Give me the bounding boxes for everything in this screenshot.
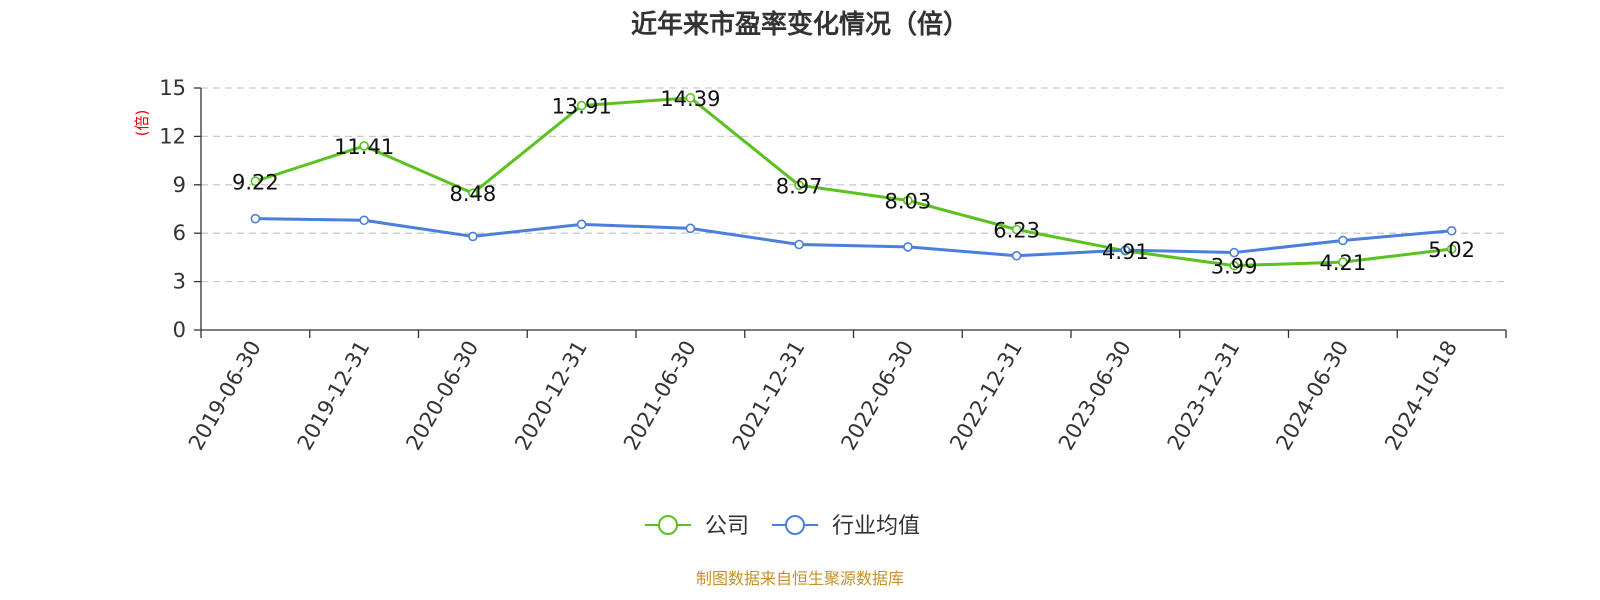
- data-point: [794, 180, 804, 191]
- y-tick-label: 9: [173, 173, 186, 197]
- data-point: [903, 195, 913, 206]
- data-point: [250, 213, 261, 224]
- data-point: [576, 219, 587, 230]
- data-point: [1446, 244, 1457, 254]
- series-line-1: [255, 217, 1452, 258]
- x-tick-label: 2024-06-30: [1271, 337, 1353, 455]
- y-tick-label: 3: [173, 270, 186, 294]
- source-note: 制图数据来自恒生聚源数据库: [696, 569, 904, 588]
- data-point: [1338, 235, 1348, 246]
- y-tick-label: 0: [173, 318, 186, 342]
- x-tick-label: 2024-10-18: [1380, 337, 1462, 455]
- x-tick-label: 2020-06-30: [401, 337, 483, 455]
- data-label: 14.39: [660, 87, 720, 111]
- data-point: [1011, 250, 1022, 261]
- data-point: [903, 242, 913, 252]
- x-tick-label: 2022-12-31: [945, 337, 1027, 455]
- data-label: 9.22: [232, 170, 279, 194]
- data-point: [1011, 224, 1022, 235]
- data-point: [1120, 245, 1131, 255]
- data-labels: 9.22 11.41 8.48 13.91 14.39 8.97 8.03 6.23 4.91 3…: [232, 87, 1475, 279]
- series-line-0: [254, 96, 1452, 268]
- data-point: [250, 176, 261, 187]
- data-label: 8.03: [884, 189, 931, 213]
- x-tick-label: 2019-12-31: [293, 337, 375, 455]
- data-point: [1229, 260, 1239, 271]
- data-point: [468, 231, 478, 242]
- legend: 公司 行业均值: [645, 514, 920, 539]
- grid-lines: [201, 87, 1506, 283]
- x-tick-label: 2019-06-30: [184, 337, 266, 455]
- y-axis-label: (倍): [133, 110, 151, 137]
- y-tick-label: 15: [159, 76, 186, 100]
- data-label: 8.48: [449, 182, 496, 206]
- x-tick-label: 2020-12-31: [510, 337, 592, 455]
- data-label: 13.91: [552, 95, 612, 119]
- data-point: [794, 239, 804, 250]
- data-point: [359, 141, 369, 151]
- x-tick-label: 2022-06-30: [836, 337, 918, 455]
- x-tick-label: 2021-06-30: [619, 337, 701, 455]
- data-label: 6.23: [993, 218, 1040, 242]
- data-point: [685, 93, 696, 103]
- legend-marker: [785, 515, 805, 535]
- series-lines: [250, 93, 1457, 271]
- data-label: 4.21: [1319, 251, 1366, 275]
- data-label: 3.99: [1211, 255, 1258, 279]
- data-point: [1446, 225, 1457, 236]
- data-label: 11.41: [334, 135, 394, 159]
- x-tick-label: 2023-06-30: [1054, 337, 1136, 455]
- data-point: [359, 215, 369, 226]
- legend-label: 公司: [705, 514, 749, 539]
- axes: 0 3 6 9 12 15 2019-06-30 2019-12-31 2020-06-30 20…: [159, 76, 1507, 455]
- y-tick-label: 6: [173, 221, 186, 245]
- data-label: 8.97: [776, 174, 823, 198]
- legend-marker: [658, 515, 678, 535]
- data-label: 4.91: [1102, 240, 1149, 264]
- y-tick-label: 12: [159, 124, 186, 148]
- data-point: [468, 188, 478, 198]
- data-label: 5.02: [1428, 238, 1475, 262]
- x-tick-label: 2023-12-31: [1163, 337, 1245, 455]
- data-point: [576, 100, 587, 111]
- x-tick-label: 2021-12-31: [728, 337, 810, 455]
- data-point: [1229, 247, 1239, 258]
- chart-title: 近年来市盈率变化情况（倍）: [631, 9, 969, 40]
- legend-label: 行业均值: [832, 514, 920, 539]
- data-point: [1338, 257, 1348, 267]
- data-point: [685, 223, 696, 234]
